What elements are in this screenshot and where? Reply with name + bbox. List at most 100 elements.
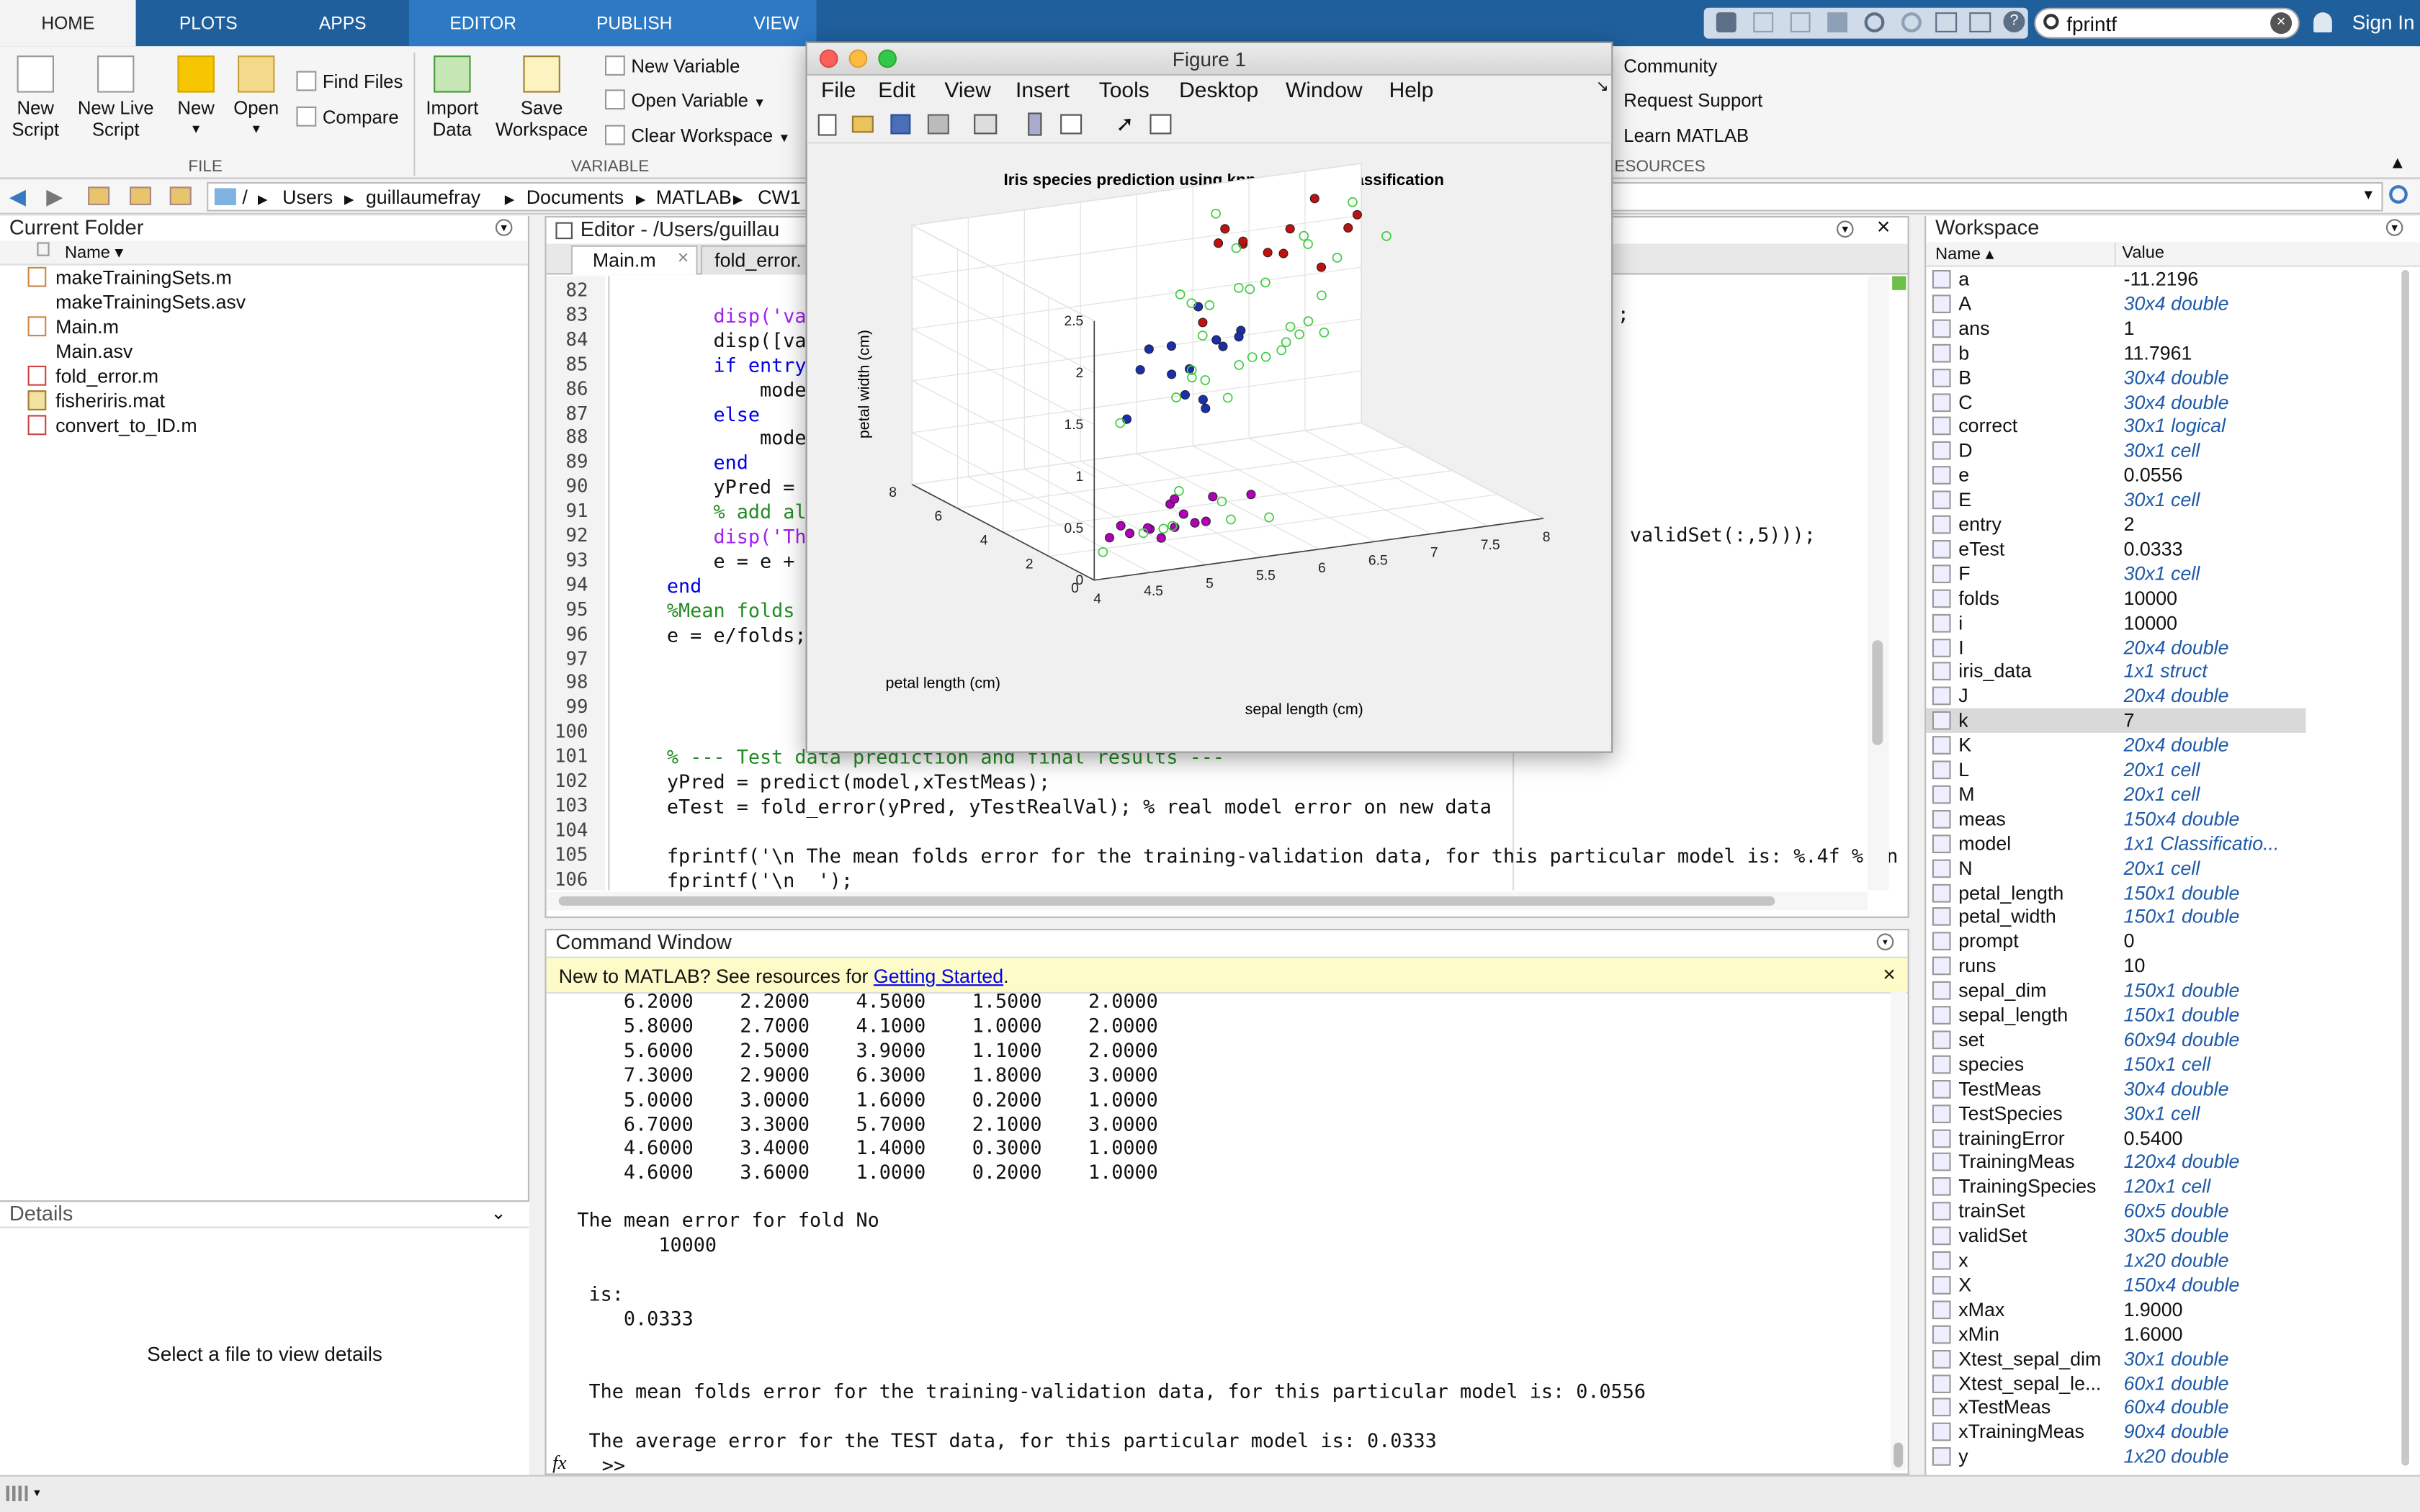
scrollbar-thumb[interactable] <box>1894 1442 1904 1467</box>
colorbar-icon[interactable] <box>1028 112 1042 136</box>
open-variable-button[interactable]: Open Variable ▼ <box>605 89 766 111</box>
getting-started-link[interactable]: Getting Started <box>873 966 1004 988</box>
chevron-down-icon[interactable]: ⌄ <box>490 1202 506 1224</box>
file-item[interactable]: fisheriris.mat <box>27 389 165 413</box>
workspace-variable-etest[interactable]: eTest 0.0333 <box>1926 536 2305 561</box>
panel-menu-icon[interactable]: ▾ <box>495 219 513 236</box>
value-column-header[interactable]: Value <box>2122 243 2164 263</box>
tab-editor[interactable]: EDITOR <box>449 15 517 35</box>
open-button[interactable]: Open ▼ <box>228 55 284 140</box>
workspace-variable-d[interactable]: D 30x1 cell <box>1926 438 2305 463</box>
scrollbar-thumb[interactable] <box>2401 270 2409 1466</box>
workspace-variable-y[interactable]: y 1x20 double <box>1926 1444 2305 1469</box>
scrollbar-thumb[interactable] <box>1872 640 1883 745</box>
tab-publish[interactable]: PUBLISH <box>596 15 673 35</box>
code-area[interactable]: 82 83 disp('vali 84 disp([vali 85 if entry … <box>547 276 1898 891</box>
panel-menu-icon[interactable]: ▾ <box>2385 219 2403 236</box>
editor-horizontal-scrollbar[interactable] <box>546 891 1868 911</box>
workspace-variable-folds[interactable]: folds 10000 <box>1926 586 2305 611</box>
workspace-variable-species[interactable]: species 150x1 cell <box>1926 1052 2305 1076</box>
new-figure-icon[interactable] <box>817 114 837 136</box>
switch-windows-icon[interactable] <box>1935 12 1958 32</box>
menu-edit[interactable]: Edit <box>878 77 915 102</box>
file-item[interactable]: convert_to_ID.m <box>27 413 197 438</box>
bell-icon[interactable] <box>2313 12 2332 32</box>
workspace-variable-l[interactable]: L 20x1 cell <box>1926 757 2305 782</box>
pointer-icon[interactable]: ➚ <box>1116 111 1134 136</box>
save-icon[interactable] <box>1716 12 1736 32</box>
compare-button[interactable]: Compare <box>296 106 399 128</box>
workspace-variable-m[interactable]: M 20x1 cell <box>1926 782 2305 806</box>
back-arrow-icon[interactable]: ◀ <box>9 183 26 209</box>
path-matlab[interactable]: MATLAB <box>655 186 732 209</box>
search-folder-icon[interactable] <box>2389 185 2408 204</box>
workspace-variable-xmax[interactable]: xMax 1.9000 <box>1926 1297 2305 1322</box>
menu-window[interactable]: Window <box>1286 77 1363 102</box>
new-variable-button[interactable]: New Variable <box>605 55 740 77</box>
tab-apps[interactable]: APPS <box>318 15 367 35</box>
forward-arrow-icon[interactable]: ▶ <box>46 183 63 209</box>
new-button[interactable]: New ▼ <box>173 55 219 140</box>
minimize-window-icon[interactable] <box>848 49 868 68</box>
figure-title-bar[interactable]: Figure 1 <box>807 43 1612 76</box>
workspace-variable-e[interactable]: E 30x1 cell <box>1926 487 2305 512</box>
request-support-link[interactable]: Request Support <box>1623 89 1763 112</box>
help-icon[interactable]: ? <box>2003 11 2025 32</box>
workspace-variable-prompt[interactable]: prompt 0 <box>1926 930 2305 954</box>
menu-insert[interactable]: Insert <box>1016 77 1070 102</box>
cut-icon[interactable] <box>1753 12 1774 32</box>
legend-icon[interactable] <box>1060 114 1083 135</box>
workspace-variable-j[interactable]: J 20x4 double <box>1926 684 2305 708</box>
workspace-scrollbar[interactable] <box>2398 267 2414 1470</box>
code-analyzer-status-icon[interactable] <box>1892 276 1906 290</box>
workspace-variable-b[interactable]: B 30x4 double <box>1926 365 2305 390</box>
layout-icon[interactable] <box>1969 12 1991 32</box>
path-dropdown-icon[interactable]: ▼ <box>2361 186 2375 202</box>
find-files-button[interactable]: Find Files <box>296 71 403 93</box>
name-column-header[interactable]: Name ▴ <box>1935 245 1994 264</box>
menu-tools[interactable]: Tools <box>1098 77 1150 102</box>
workspace-variable-i[interactable]: I 20x4 double <box>1926 635 2305 660</box>
close-icon[interactable]: × <box>1876 214 1891 241</box>
workspace-variable-iris_data[interactable]: iris_data 1x1 struct <box>1926 660 2305 684</box>
workspace-variable-validset[interactable]: validSet 30x5 double <box>1926 1223 2305 1248</box>
search-documentation[interactable]: fprintf × <box>2034 7 2300 39</box>
workspace-variable-f[interactable]: F 30x1 cell <box>1926 562 2305 586</box>
file-item[interactable]: makeTrainingSets.m <box>27 266 232 290</box>
path-documents[interactable]: Documents <box>526 186 624 209</box>
tab-view[interactable]: VIEW <box>753 15 799 35</box>
workspace-variable-trainingspecies[interactable]: TrainingSpecies 120x1 cell <box>1926 1174 2305 1199</box>
workspace-variable-sepal_dim[interactable]: sepal_dim 150x1 double <box>1926 978 2305 1003</box>
recent-folder-icon[interactable] <box>169 186 192 205</box>
tab-plots[interactable]: PLOTS <box>179 15 238 35</box>
command-scrollbar[interactable] <box>1891 991 1906 1471</box>
menu-desktop[interactable]: Desktop <box>1179 77 1259 102</box>
iris-3d-scatter-plot[interactable]: Iris species prediction using knn and li… <box>807 145 1611 752</box>
workspace-variable-x[interactable]: X 150x4 double <box>1926 1273 2305 1297</box>
workspace-variable-testmeas[interactable]: TestMeas 30x4 double <box>1926 1076 2305 1101</box>
workspace-variable-trainingmeas[interactable]: TrainingMeas 120x4 double <box>1926 1150 2305 1174</box>
path-root[interactable]: / <box>242 186 248 209</box>
workspace-variable-k[interactable]: K 20x4 double <box>1926 733 2305 757</box>
workspace-variable-a[interactable]: a -11.2196 <box>1926 267 2305 292</box>
workspace-variable-a[interactable]: A 30x4 double <box>1926 292 2305 316</box>
workspace-variable-sepal_length[interactable]: sepal_length 150x1 double <box>1926 1003 2305 1027</box>
tab-main-m[interactable]: Main.m × <box>570 245 698 275</box>
paste-icon[interactable] <box>1827 12 1847 32</box>
copy-icon[interactable] <box>1790 12 1811 32</box>
path-user[interactable]: guillaumefray <box>365 186 481 209</box>
workspace-variable-b[interactable]: b 11.7961 <box>1926 341 2305 365</box>
clear-workspace-button[interactable]: Clear Workspace ▼ <box>605 125 790 147</box>
workspace-variable-xtest_sepal_le[interactable]: Xtest_sepal_le... 60x1 double <box>1926 1371 2305 1395</box>
print-icon[interactable] <box>927 114 949 135</box>
link-plot-icon[interactable] <box>974 114 998 135</box>
workspace-variable-petal_length[interactable]: petal_length 150x1 double <box>1926 881 2305 905</box>
save-workspace-button[interactable]: Save Workspace <box>494 55 590 140</box>
scrollbar-thumb[interactable] <box>558 896 1775 906</box>
workspace-variable-model[interactable]: model 1x1 Classificatio... <box>1926 831 2305 855</box>
workspace-variable-trainset[interactable]: trainSet 60x5 double <box>1926 1199 2305 1223</box>
fx-icon[interactable]: fx <box>552 1452 567 1474</box>
workspace-variable-entry[interactable]: entry 2 <box>1926 512 2305 536</box>
tab-fold-error[interactable]: fold_error. <box>700 245 812 275</box>
search-input[interactable]: fprintf <box>2066 12 2117 36</box>
